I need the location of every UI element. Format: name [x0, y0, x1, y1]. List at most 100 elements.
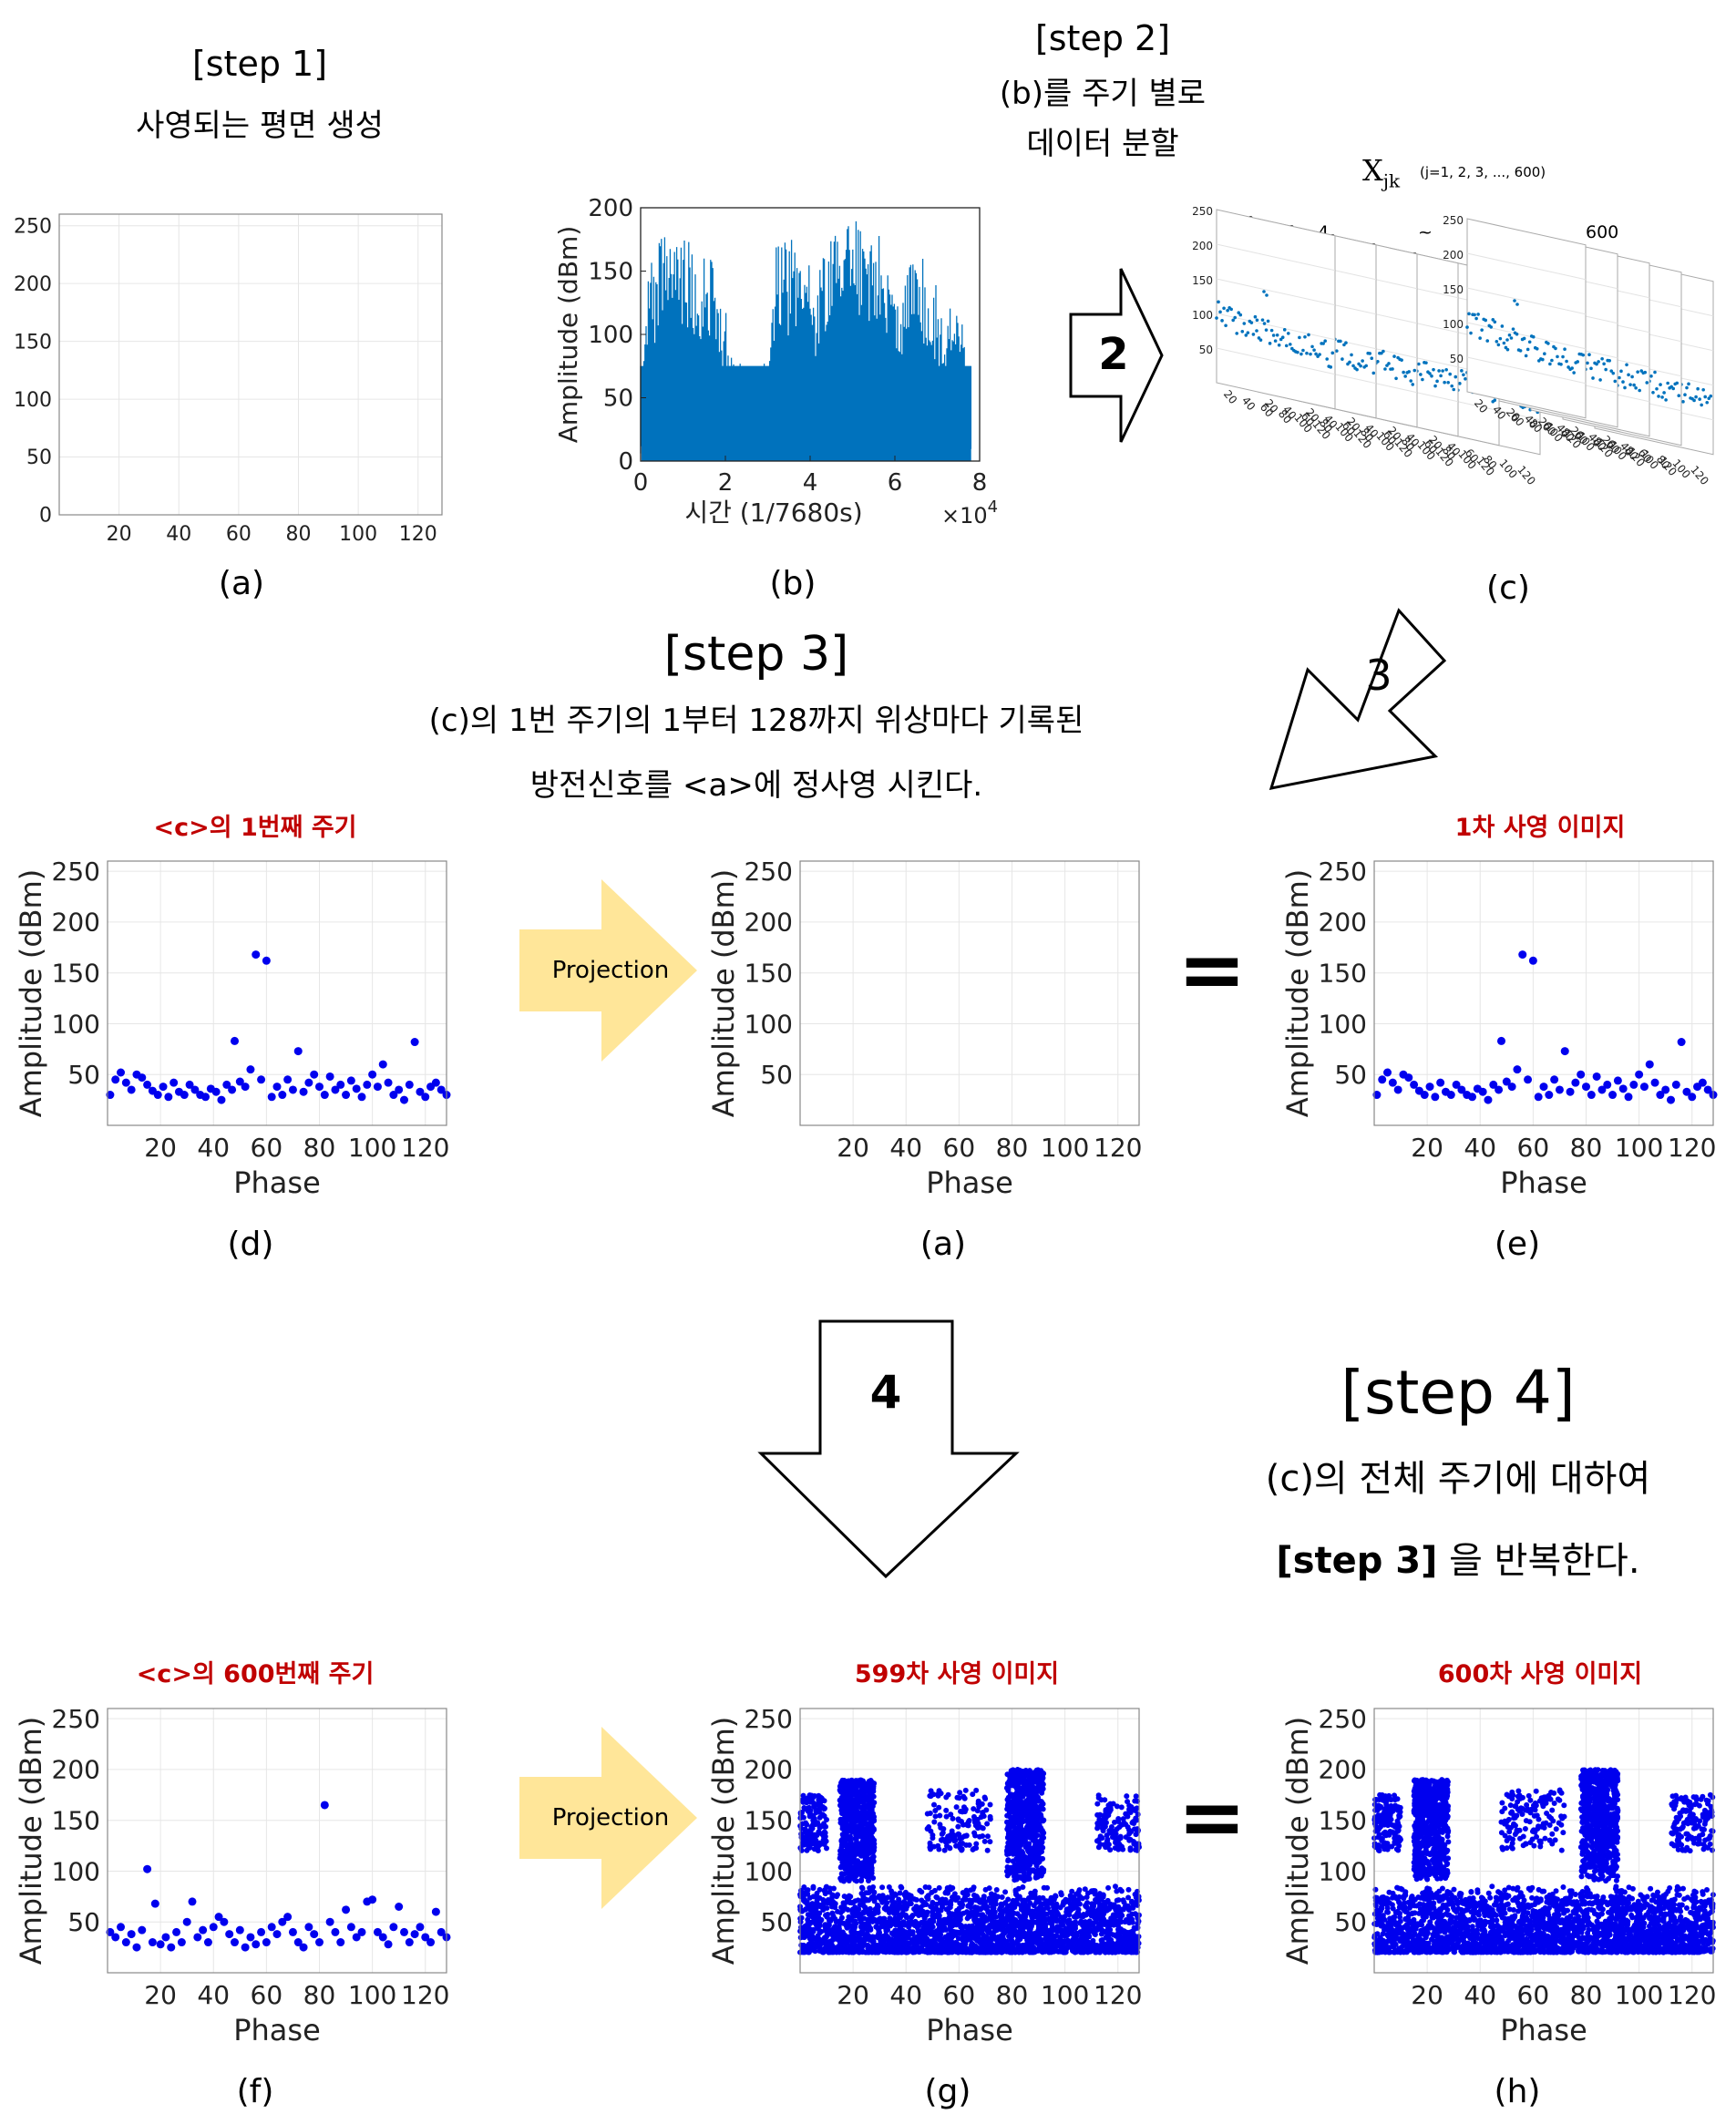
- x-tick-label: 40: [166, 523, 191, 546]
- stack-point: [1709, 394, 1713, 398]
- data-point: [111, 1933, 120, 1942]
- stack-point: [1484, 318, 1487, 323]
- data-point: [1073, 1935, 1080, 1942]
- data-point: [1049, 1910, 1055, 1916]
- stack-point: [1685, 385, 1689, 390]
- stack-point: [1591, 376, 1595, 380]
- data-point: [188, 1897, 197, 1906]
- data-point: [886, 1909, 892, 1915]
- data-point: [837, 1787, 843, 1793]
- stack-point: [1289, 343, 1292, 346]
- stack-point: [1493, 398, 1497, 403]
- data-point: [869, 1801, 876, 1808]
- x-tick-label: 20: [837, 1980, 869, 2010]
- data-point: [859, 1845, 866, 1852]
- data-point: [879, 1884, 886, 1891]
- data-point: [1134, 1941, 1140, 1947]
- data-point: [1019, 1897, 1025, 1904]
- stack-point: [1400, 358, 1403, 362]
- x-tick-label: 100: [1041, 1133, 1089, 1163]
- stack-point: [1666, 381, 1669, 385]
- data-point: [246, 1933, 255, 1942]
- data-point: [803, 1906, 809, 1913]
- stack-point: [1548, 362, 1552, 366]
- data-point: [930, 1899, 936, 1905]
- data-point: [817, 1886, 823, 1893]
- x-tick-label: 120: [399, 523, 437, 546]
- data-point: [1550, 1075, 1559, 1084]
- data-point: [921, 1900, 928, 1906]
- x-tick-label: 100: [1041, 1980, 1089, 2010]
- stack-point: [1321, 342, 1325, 345]
- data-point: [416, 1923, 425, 1932]
- data-point: [1624, 1093, 1633, 1102]
- data-point: [851, 1867, 858, 1873]
- stack-point: [1301, 348, 1305, 353]
- data-point: [1104, 1944, 1110, 1950]
- data-point: [193, 1933, 202, 1942]
- data-point: [899, 1884, 905, 1891]
- data-point: [1113, 1946, 1119, 1953]
- data-point: [1067, 1893, 1073, 1899]
- data-point: [1079, 1933, 1085, 1939]
- stack-point: [1432, 367, 1435, 372]
- data-point: [948, 1922, 954, 1928]
- data-point: [357, 1093, 366, 1102]
- stack-point: [1265, 293, 1269, 297]
- equals-1: =: [1177, 922, 1247, 1018]
- y-tick-label: 250: [14, 215, 52, 238]
- stack-point: [1625, 363, 1628, 367]
- y-tick-label: 50: [67, 1060, 100, 1090]
- data-point: [1092, 1931, 1098, 1937]
- data-point: [1497, 1036, 1505, 1045]
- stack-point: [1452, 387, 1456, 392]
- data-point: [858, 1943, 864, 1949]
- stack-point: [1634, 385, 1638, 390]
- stack-point: [1273, 339, 1278, 343]
- stack-point: [1229, 307, 1233, 312]
- data-point: [860, 1809, 867, 1815]
- data-point: [927, 1917, 933, 1924]
- data-point: [293, 1047, 303, 1056]
- stack-point: [1515, 303, 1519, 306]
- stack-grid: [1216, 347, 1336, 375]
- y-tick-label: 150: [52, 1805, 100, 1835]
- stack-point: [1310, 344, 1314, 349]
- data-point: [1101, 1920, 1107, 1926]
- data-point: [153, 1091, 162, 1100]
- stack-point: [1671, 386, 1675, 391]
- data-point: [1064, 1932, 1071, 1938]
- projection-label-1: Projection: [552, 957, 670, 984]
- data-point: [903, 1914, 909, 1921]
- data-point: [909, 1930, 916, 1936]
- stack-point: [1565, 359, 1568, 364]
- stack-point: [1498, 336, 1503, 341]
- stack-point: [1598, 378, 1602, 382]
- data-point: [851, 1939, 858, 1945]
- y-tick-label: 100: [1319, 1009, 1367, 1039]
- data-point: [868, 1926, 874, 1933]
- step4-rest: 을 반복한다.: [1437, 1540, 1640, 1582]
- stack-point: [1546, 342, 1550, 345]
- data-point: [847, 1900, 853, 1906]
- data-point: [1682, 1087, 1691, 1096]
- data-point: [1388, 1078, 1397, 1087]
- data-point: [845, 1809, 851, 1815]
- stack-point: [1255, 329, 1258, 333]
- data-point: [1703, 1085, 1712, 1094]
- data-point: [1047, 1937, 1053, 1944]
- data-point: [1084, 1904, 1090, 1911]
- data-point: [862, 1908, 868, 1914]
- data-point: [1017, 1914, 1023, 1920]
- data-point: [902, 1939, 909, 1945]
- data-point: [111, 1075, 120, 1084]
- data-point: [810, 1928, 817, 1934]
- data-point: [1018, 1906, 1024, 1913]
- data-point: [1083, 1944, 1089, 1950]
- data-point: [878, 1895, 885, 1902]
- data-point: [252, 950, 261, 960]
- data-point: [825, 1897, 831, 1904]
- data-point: [1025, 1948, 1032, 1955]
- data-point: [1077, 1947, 1084, 1954]
- data-point: [922, 1931, 929, 1937]
